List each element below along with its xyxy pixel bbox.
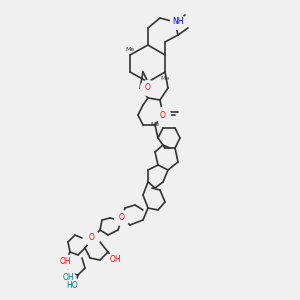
Text: Me: Me [150,122,160,128]
Text: Me: Me [160,76,169,80]
Circle shape [64,278,80,292]
Text: O: O [160,110,166,119]
Text: OH: OH [59,257,71,266]
Text: O: O [145,83,151,92]
Circle shape [115,211,130,226]
Text: OH: OH [109,256,121,265]
Text: O: O [89,233,95,242]
Text: OH: OH [62,274,74,283]
Circle shape [58,254,73,269]
Circle shape [85,230,100,245]
Circle shape [140,80,155,95]
Circle shape [61,271,76,286]
Text: HO: HO [66,280,78,290]
Text: O: O [119,214,125,223]
Circle shape [155,107,170,122]
Text: NH: NH [172,17,184,26]
Circle shape [170,14,185,29]
Circle shape [107,253,122,268]
Text: Me: Me [125,47,135,52]
